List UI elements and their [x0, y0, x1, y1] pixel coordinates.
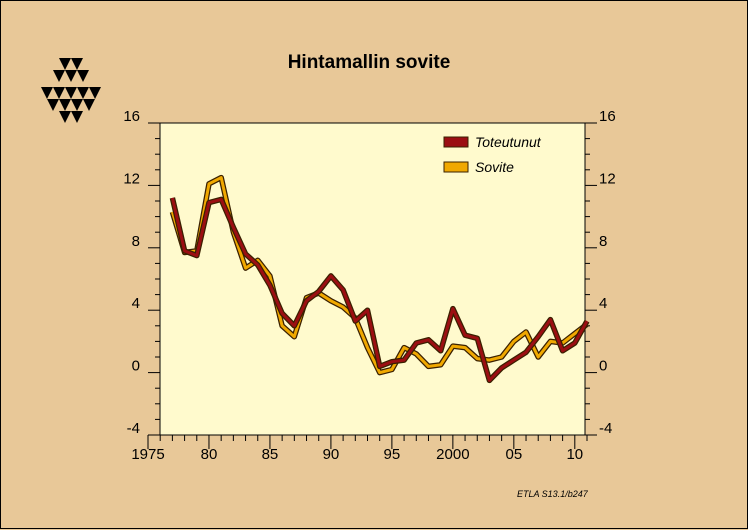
y-tick-label-right: 16 [599, 108, 616, 125]
x-axis: 1975 80 85 90 95 2000 05 10 [131, 435, 588, 463]
left-y-axis: -4 0 4 8 12 16 [123, 108, 160, 437]
y-tick-label: 16 [123, 108, 140, 125]
legend-swatch-actual [443, 136, 469, 148]
y-tick-label-right: 8 [599, 233, 607, 250]
legend-swatch-fitted [443, 161, 469, 173]
y-tick-label: 12 [123, 170, 140, 187]
x-tick-label: 05 [505, 446, 522, 463]
y-tick-label-right: -4 [599, 420, 612, 437]
x-tick-label: 80 [201, 446, 218, 463]
x-tick-label: 10 [566, 446, 583, 463]
series-line-sovite [170, 176, 588, 375]
source-note: ETLA S13.1/b247 [517, 489, 589, 499]
y-tick-label: 4 [132, 295, 140, 312]
y-tick-label: 0 [132, 358, 140, 375]
y-tick-label-right: 12 [599, 170, 616, 187]
x-tick-label: 1975 [131, 446, 164, 463]
y-tick-label: -4 [127, 420, 140, 437]
series-line-toteutunut [170, 197, 589, 382]
legend-label-fitted: Sovite [475, 159, 514, 175]
right-y-axis: -4 0 4 8 12 16 [585, 108, 616, 437]
legend-label-actual: Toteutunut [475, 134, 542, 150]
x-tick-label: 90 [323, 446, 340, 463]
chart-title: Hintamallin sovite [288, 52, 451, 73]
legend: Toteutunut Sovite [443, 134, 542, 175]
x-tick-label: 85 [262, 446, 279, 463]
plot-area [159, 122, 586, 436]
series-layer [169, 174, 590, 384]
y-tick-label-right: 4 [599, 295, 607, 312]
y-tick-label: 8 [132, 233, 140, 250]
y-tick-label-right: 0 [599, 358, 607, 375]
etla-triangles-logo [41, 58, 101, 123]
x-tick-label: 2000 [436, 446, 469, 463]
x-tick-label: 95 [384, 446, 401, 463]
